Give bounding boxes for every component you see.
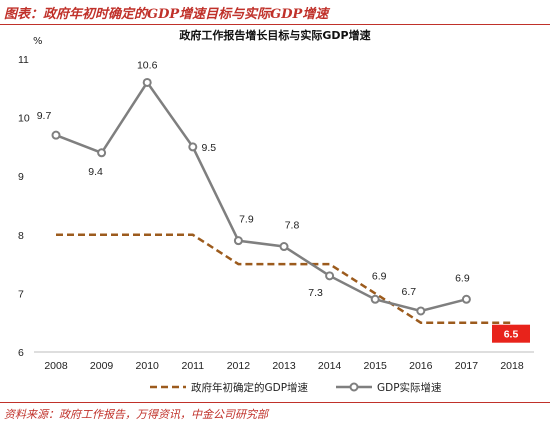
- target-growth-line: [56, 233, 512, 324]
- actual-point: [325, 271, 335, 281]
- actual-point: [142, 77, 152, 87]
- x-tick-label: 2012: [227, 360, 251, 372]
- actual-point: [233, 236, 243, 246]
- actual-point: [370, 294, 380, 304]
- actual-point: [416, 306, 426, 316]
- x-tick-label: 2009: [90, 360, 114, 372]
- data-label: 6.9: [372, 270, 387, 282]
- x-tick-label: 2015: [364, 360, 388, 372]
- data-label: 6.9: [455, 272, 470, 284]
- annotation-box: [492, 324, 530, 343]
- series-actual-line: 9.7 9.4 10.6 9.5 7.9 7.8 7.3 6.9 6.7 6.9: [37, 59, 471, 316]
- chart-title: 政府工作报告增长目标与实际GDP增速: [179, 29, 371, 42]
- data-label: 10.6: [137, 59, 158, 71]
- actual-point: [279, 242, 289, 252]
- y-tick-label: 11: [18, 54, 29, 66]
- x-tick-label: 2018: [500, 360, 524, 372]
- y-axis-unit: %: [33, 36, 43, 47]
- x-tick-label: 2014: [318, 360, 342, 372]
- data-label: 9.7: [37, 110, 52, 122]
- actual-point: [97, 148, 107, 158]
- annotation-label: 6.5: [504, 329, 519, 341]
- data-label: 7.9: [239, 214, 254, 226]
- figure-caption: 图表：政府年初时确定的GDP增速目标与实际GDP增速: [4, 7, 329, 22]
- data-label: 9.4: [88, 166, 103, 178]
- data-label: 7.3: [308, 287, 323, 299]
- x-tick-label: 2008: [44, 360, 68, 372]
- legend-target-label: 政府年初确定的GDP增速: [191, 381, 309, 394]
- caption-divider: [0, 24, 550, 25]
- x-tick-label: 2016: [409, 360, 433, 372]
- y-tick-label: 9: [18, 171, 24, 183]
- data-label: 9.5: [201, 142, 216, 154]
- legend-actual-label: GDP实际增速: [377, 381, 442, 394]
- x-tick-label: 2017: [455, 360, 479, 372]
- actual-point: [51, 130, 61, 140]
- x-tick-label: 2010: [136, 360, 160, 372]
- source-divider: [0, 402, 550, 403]
- source-note: 资料来源：政府工作报告，万得资讯，中金公司研究部: [4, 408, 268, 421]
- y-tick-label: 8: [18, 230, 24, 242]
- x-tick-label: 2011: [182, 360, 205, 372]
- chart-annotations: 6.5: [492, 324, 530, 343]
- y-tick-label: 10: [18, 113, 30, 125]
- data-label: 7.8: [285, 220, 300, 232]
- y-tick-label: 7: [18, 288, 24, 300]
- data-label: 6.7: [401, 286, 416, 298]
- chart-legend: 政府年初确定的GDP增速 GDP实际增速: [150, 381, 442, 394]
- series-target-line: [56, 233, 512, 324]
- legend-actual-marker: [349, 382, 359, 392]
- actual-point: [461, 294, 471, 304]
- chart-axes: 6 7 8 9 10 11 2008 2009 2010 2011 2012 2013 2014 2015…: [18, 54, 534, 372]
- y-tick-label: 6: [18, 347, 24, 359]
- actual-growth-line: [55, 80, 467, 313]
- x-tick-label: 2013: [272, 360, 296, 372]
- actual-point: [188, 142, 198, 152]
